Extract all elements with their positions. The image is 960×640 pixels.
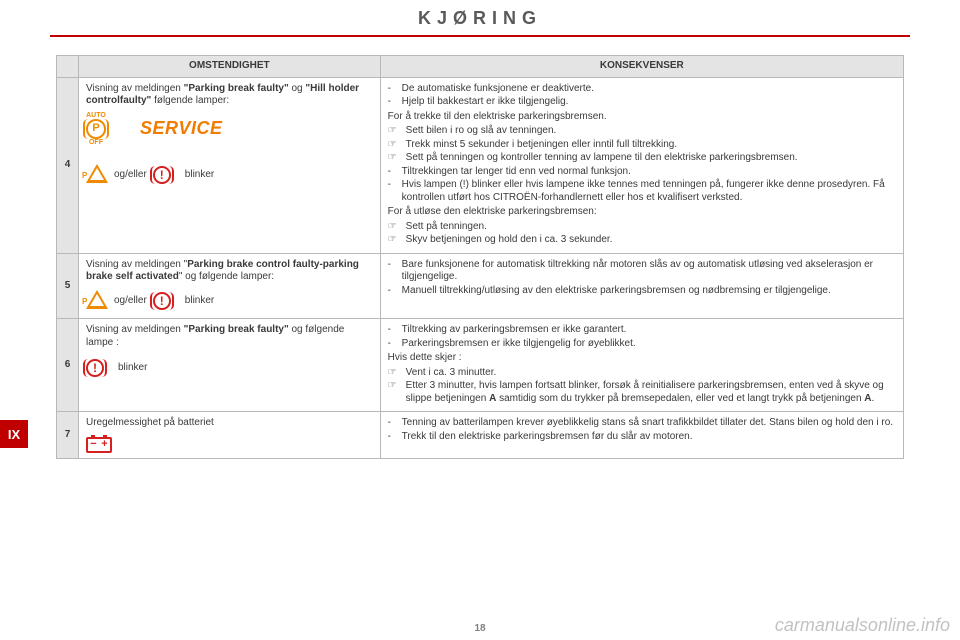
circumstance-cell: Visning av meldingen "Parking break faul… [78,319,380,412]
page-title: KJØRING [0,0,960,29]
header-consequence: KONSEKVENSER [380,56,903,78]
consequence-cell: Bare funksjonene for automatisk tiltrekk… [380,253,903,319]
battery-icon: −+ [86,437,112,453]
text: Uregelmessighet på batteriet [86,417,373,430]
row-number: 6 [57,319,79,412]
list-item: Tenning av batterilampen krever øyeblikk… [388,417,896,430]
list-item: Sett bilen i ro og slå av tenningen. [388,125,896,138]
row-number: 7 [57,412,79,459]
text: Hvis dette skjer : [388,352,896,365]
table-row: 6 Visning av meldingen "Parking break fa… [57,319,904,412]
text: samtidig som du trykker på bremsepedalen… [496,393,864,404]
warning-triangle-p-icon: P [86,164,108,188]
brake-warning-icon: ! [153,292,171,310]
table-row: 4 Visning av meldingen "Parking break fa… [57,77,904,253]
circumstance-cell: Visning av meldingen "Parking brake cont… [78,253,380,319]
text: . [872,393,875,404]
consequence-cell: Tiltrekking av parkeringsbremsen er ikke… [380,319,903,412]
text: og/eller [114,169,147,182]
auto-p-off-icon: AUTO P OFF [86,112,106,146]
list-item: Hjelp til bakkestart er ikke tilgjengeli… [388,96,896,109]
text: For å trekke til den elektriske parkerin… [388,111,896,124]
circumstance-cell: Uregelmessighet på batteriet −+ [78,412,380,459]
consequence-cell: De automatiske funksjonene er deaktivert… [380,77,903,253]
table-header-row: OMSTENDIGHET KONSEKVENSER [57,56,904,78]
bold-text: A [864,393,871,404]
text: Visning av meldingen [86,83,184,94]
row-number: 5 [57,253,79,319]
text: og/eller [114,295,147,308]
circumstance-cell: Visning av meldingen "Parking break faul… [78,77,380,253]
bold-text: "Parking break faulty" [184,324,289,335]
service-icon: SERVICE [140,117,223,140]
text: følgende lamper: [151,95,229,106]
list-item: Vent i ca. 3 minutter. [388,367,896,380]
text: " og følgende lamper: [179,271,274,282]
warning-triangle-p-icon: P [86,290,108,314]
list-item: De automatiske funksjonene er deaktivert… [388,83,896,96]
row-number: 4 [57,77,79,253]
list-item: Sett på tenningen. [388,221,896,234]
list-item: Trekk minst 5 sekunder i betjeningen ell… [388,139,896,152]
title-rule [50,35,910,37]
text: Visning av meldingen [86,324,184,335]
watermark: carmanualsonline.info [775,615,950,636]
text: Visning av meldingen " [86,259,187,270]
list-item: Bare funksjonene for automatisk tiltrekk… [388,259,896,284]
bold-text: "Parking break faulty" [184,83,289,94]
list-item: Etter 3 minutter, hvis lampen fortsatt b… [388,380,896,405]
list-item: Hvis lampen (!) blinker eller hvis lampe… [388,179,896,204]
list-item: Skyv betjeningen og hold den i ca. 3 sek… [388,234,896,247]
list-item: Trekk til den elektriske parkeringsbrems… [388,431,896,444]
list-item: Parkeringsbremsen er ikke tilgjengelig f… [388,338,896,351]
text: blinker [185,295,214,308]
list-item: Manuell tiltrekking/utløsing av den elek… [388,285,896,298]
list-item: Tiltrekkingen tar lenger tid enn ved nor… [388,166,896,179]
text: blinker [185,169,214,182]
brake-warning-icon: ! [153,166,171,184]
text: blinker [118,362,147,375]
list-item: Tiltrekking av parkeringsbremsen er ikke… [388,324,896,337]
text: For å utløse den elektriske parkeringsbr… [388,206,896,219]
consequence-cell: Tenning av batterilampen krever øyeblikk… [380,412,903,459]
header-circumstance: OMSTENDIGHET [78,56,380,78]
chapter-tab: IX [0,420,28,448]
fault-table: OMSTENDIGHET KONSEKVENSER 4 Visning av m… [56,55,904,459]
text: og [289,83,306,94]
list-item: Sett på tenningen og kontroller tenning … [388,152,896,165]
table-row: 7 Uregelmessighet på batteriet −+ Tennin… [57,412,904,459]
header-blank [57,56,79,78]
table-row: 5 Visning av meldingen "Parking brake co… [57,253,904,319]
brake-warning-icon: ! [86,359,104,377]
